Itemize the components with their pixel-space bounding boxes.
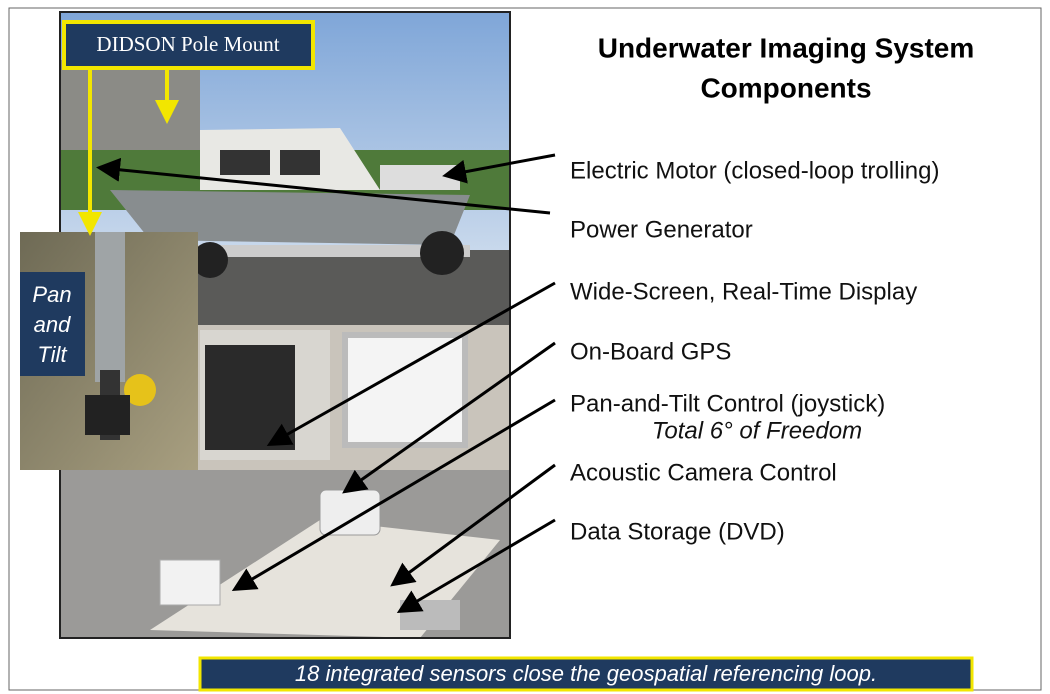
component-note: Total 6° of Freedom	[652, 417, 862, 444]
pole-mount-label: DIDSON Pole Mount	[96, 32, 279, 56]
footer: 18 integrated sensors close the geospati…	[295, 661, 877, 686]
component-label: Power Generator	[570, 216, 753, 243]
pan-tilt-label: Pan	[32, 282, 71, 307]
component-label: Wide-Screen, Real-Time Display	[570, 278, 917, 305]
slide: Pan and Tilt DIDSON Pole Mount Underwate…	[0, 0, 1050, 694]
title: Components	[700, 72, 871, 103]
component-label: Acoustic Camera Control	[570, 459, 837, 486]
title: Underwater Imaging System	[598, 32, 975, 63]
component-label: Electric Motor (closed-loop trolling)	[570, 157, 939, 184]
pan-tilt-label: and	[34, 312, 71, 337]
component-label: Pan-and-Tilt Control (joystick)	[570, 390, 885, 417]
component-label: Data Storage (DVD)	[570, 518, 785, 545]
component-label: On-Board GPS	[570, 338, 731, 365]
pan-tilt-label: Tilt	[37, 342, 67, 367]
